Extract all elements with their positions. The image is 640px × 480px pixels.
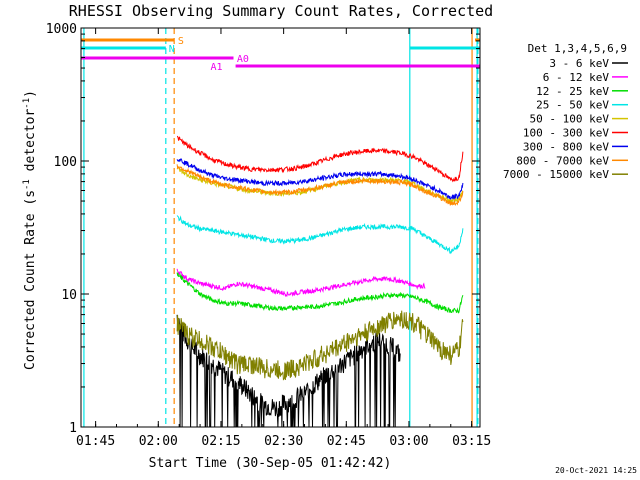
- legend-label: 50 - 100 keV: [530, 113, 610, 126]
- x-axis-label: Start Time (30-Sep-05 01:42:42): [149, 456, 392, 471]
- legend-label: 7000 - 15000 keV: [503, 168, 609, 181]
- y-label-main: Corrected Count Rate (s: [23, 190, 38, 370]
- series-line: [176, 272, 464, 314]
- x-tick-label: 03:00: [389, 434, 428, 449]
- series-line: [176, 158, 464, 200]
- legend-title: Det 1,3,4,5,6,9: [528, 42, 627, 55]
- legend-label: 3 - 6 keV: [549, 57, 609, 70]
- legend-label: 12 - 25 keV: [536, 85, 609, 98]
- x-tick-label: 02:00: [139, 434, 178, 449]
- state-band-label: N: [169, 44, 175, 55]
- state-band-label: A0: [237, 54, 249, 65]
- y-tick-label: 1: [69, 421, 77, 436]
- y-label-mid: detector: [23, 109, 38, 180]
- y-axis-label: Corrected Count Rate (s-1 detector-1): [22, 90, 38, 370]
- x-tick-label: 02:30: [264, 434, 303, 449]
- y-label-exp1: -1: [22, 179, 32, 190]
- y-tick-label: 1000: [46, 22, 77, 37]
- legend-label: 300 - 800 keV: [523, 140, 609, 153]
- y-label-end: ): [23, 90, 38, 98]
- plot-frame: [80, 27, 481, 428]
- series-line: [176, 215, 464, 255]
- footer-date: 20-Oct-2021 14:25: [555, 466, 637, 475]
- y-tick-label: 10: [61, 288, 77, 303]
- series-line: [176, 314, 401, 428]
- legend-label: 100 - 300 keV: [523, 127, 609, 140]
- series-line: [176, 268, 426, 298]
- legend-label: 25 - 50 keV: [536, 99, 609, 112]
- y-label-exp2: -1: [22, 98, 32, 109]
- x-tick-label: 02:15: [201, 434, 240, 449]
- state-band-label: A1: [211, 62, 223, 73]
- series-line: [176, 310, 464, 381]
- y-tick-label: 100: [54, 155, 77, 170]
- series-line: [176, 164, 464, 206]
- chart-title: RHESSI Observing Summary Count Rates, Co…: [69, 2, 493, 20]
- legend-label: 800 - 7000 keV: [516, 154, 609, 167]
- x-tick-label: 02:45: [327, 434, 366, 449]
- state-band-label: S: [178, 36, 184, 47]
- x-tick-label: 03:15: [452, 434, 491, 449]
- legend-label: 6 - 12 keV: [543, 71, 610, 84]
- x-tick-label: 01:45: [76, 434, 115, 449]
- series-line: [177, 135, 464, 183]
